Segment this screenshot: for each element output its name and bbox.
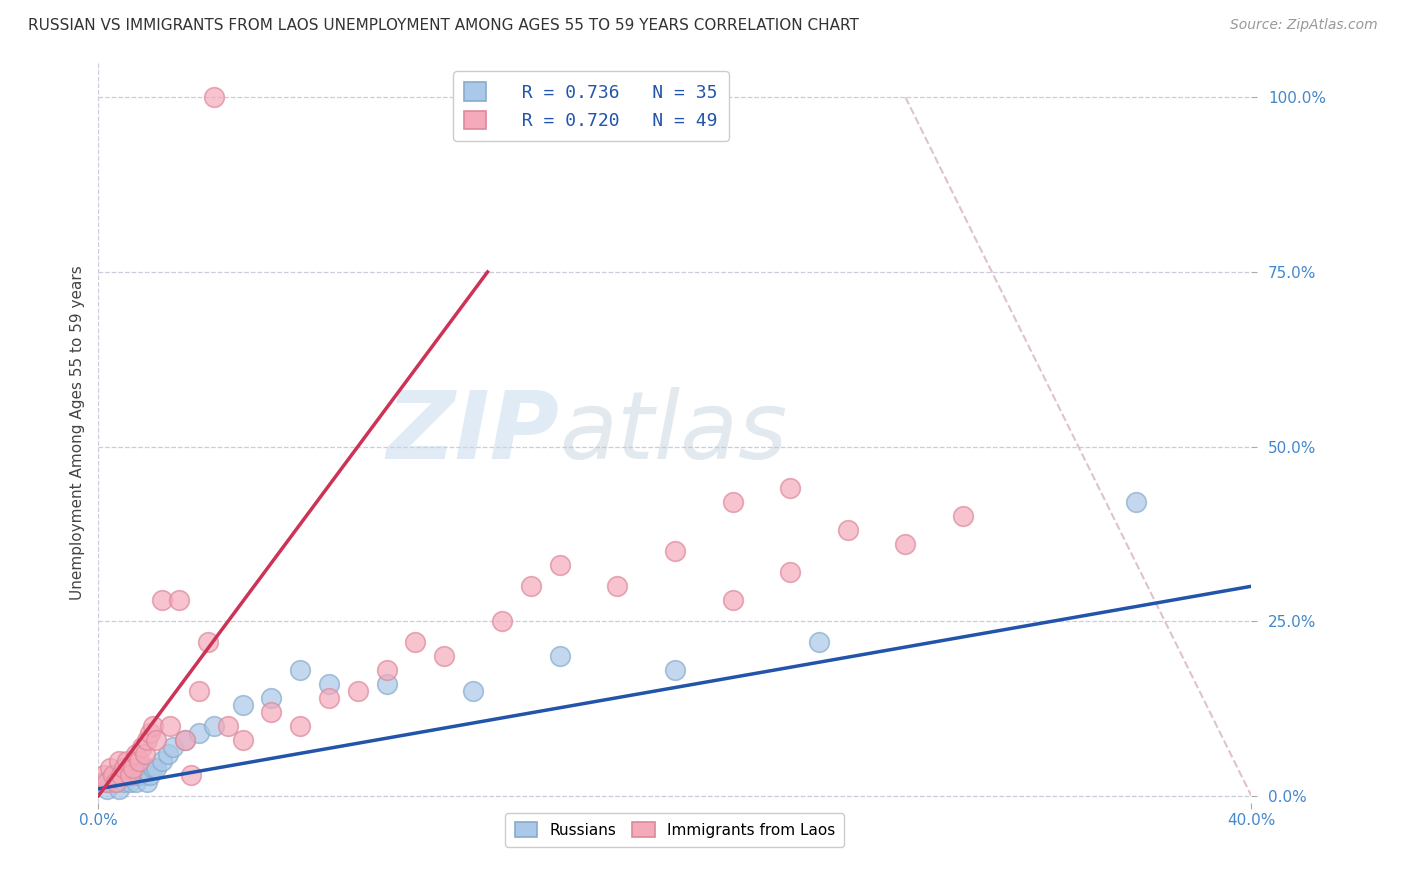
- Point: [145, 761, 167, 775]
- Point: [112, 761, 135, 775]
- Point: [98, 775, 121, 789]
- Text: ZIP: ZIP: [387, 386, 560, 479]
- Point: [136, 775, 159, 789]
- Point: [837, 524, 859, 538]
- Point: [491, 614, 513, 628]
- Point: [117, 761, 139, 775]
- Point: [808, 635, 831, 649]
- Point: [290, 719, 312, 733]
- Point: [134, 768, 156, 782]
- Point: [606, 579, 628, 593]
- Point: [260, 691, 283, 706]
- Point: [721, 495, 744, 509]
- Point: [136, 733, 159, 747]
- Point: [346, 684, 368, 698]
- Point: [117, 754, 139, 768]
- Point: [197, 635, 219, 649]
- Text: atlas: atlas: [560, 387, 787, 478]
- Point: [721, 593, 744, 607]
- Point: [112, 775, 135, 789]
- Point: [260, 705, 283, 719]
- Point: [952, 509, 974, 524]
- Point: [290, 663, 312, 677]
- Point: [461, 684, 484, 698]
- Point: [1125, 495, 1147, 509]
- Point: [134, 747, 156, 761]
- Point: [104, 775, 127, 789]
- Text: Source: ZipAtlas.com: Source: ZipAtlas.com: [1230, 18, 1378, 32]
- Point: [128, 754, 150, 768]
- Point: [202, 719, 225, 733]
- Point: [405, 635, 427, 649]
- Point: [107, 754, 129, 768]
- Point: [122, 768, 145, 782]
- Point: [101, 768, 124, 782]
- Point: [156, 747, 179, 761]
- Point: [664, 544, 686, 558]
- Point: [125, 747, 148, 761]
- Point: [122, 761, 145, 775]
- Point: [120, 768, 142, 782]
- Point: [142, 719, 165, 733]
- Point: [98, 761, 121, 775]
- Point: [101, 768, 124, 782]
- Point: [664, 663, 686, 677]
- Point: [318, 691, 340, 706]
- Legend: Russians, Immigrants from Laos: Russians, Immigrants from Laos: [505, 813, 845, 847]
- Point: [894, 537, 917, 551]
- Point: [318, 677, 340, 691]
- Point: [150, 754, 173, 768]
- Point: [375, 677, 398, 691]
- Point: [128, 768, 150, 782]
- Point: [433, 649, 456, 664]
- Point: [159, 719, 181, 733]
- Point: [104, 775, 127, 789]
- Point: [107, 781, 129, 796]
- Point: [174, 733, 197, 747]
- Point: [96, 781, 118, 796]
- Point: [231, 733, 254, 747]
- Point: [188, 684, 211, 698]
- Point: [548, 558, 571, 573]
- Point: [180, 768, 202, 782]
- Text: RUSSIAN VS IMMIGRANTS FROM LAOS UNEMPLOYMENT AMONG AGES 55 TO 59 YEARS CORRELATI: RUSSIAN VS IMMIGRANTS FROM LAOS UNEMPLOY…: [28, 18, 859, 33]
- Point: [145, 733, 167, 747]
- Point: [162, 739, 184, 754]
- Point: [139, 768, 162, 782]
- Point: [548, 649, 571, 664]
- Point: [131, 761, 153, 775]
- Point: [779, 566, 801, 580]
- Point: [167, 593, 190, 607]
- Point: [125, 775, 148, 789]
- Point: [202, 90, 225, 104]
- Point: [93, 768, 115, 782]
- Point: [142, 761, 165, 775]
- Point: [779, 482, 801, 496]
- Point: [93, 775, 115, 789]
- Point: [150, 593, 173, 607]
- Point: [188, 726, 211, 740]
- Point: [131, 739, 153, 754]
- Point: [96, 775, 118, 789]
- Point: [375, 663, 398, 677]
- Point: [231, 698, 254, 712]
- Point: [110, 768, 132, 782]
- Point: [139, 726, 162, 740]
- Point: [217, 719, 239, 733]
- Point: [520, 579, 543, 593]
- Point: [120, 775, 142, 789]
- Point: [636, 90, 658, 104]
- Point: [110, 768, 132, 782]
- Point: [174, 733, 197, 747]
- Y-axis label: Unemployment Among Ages 55 to 59 years: Unemployment Among Ages 55 to 59 years: [69, 265, 84, 600]
